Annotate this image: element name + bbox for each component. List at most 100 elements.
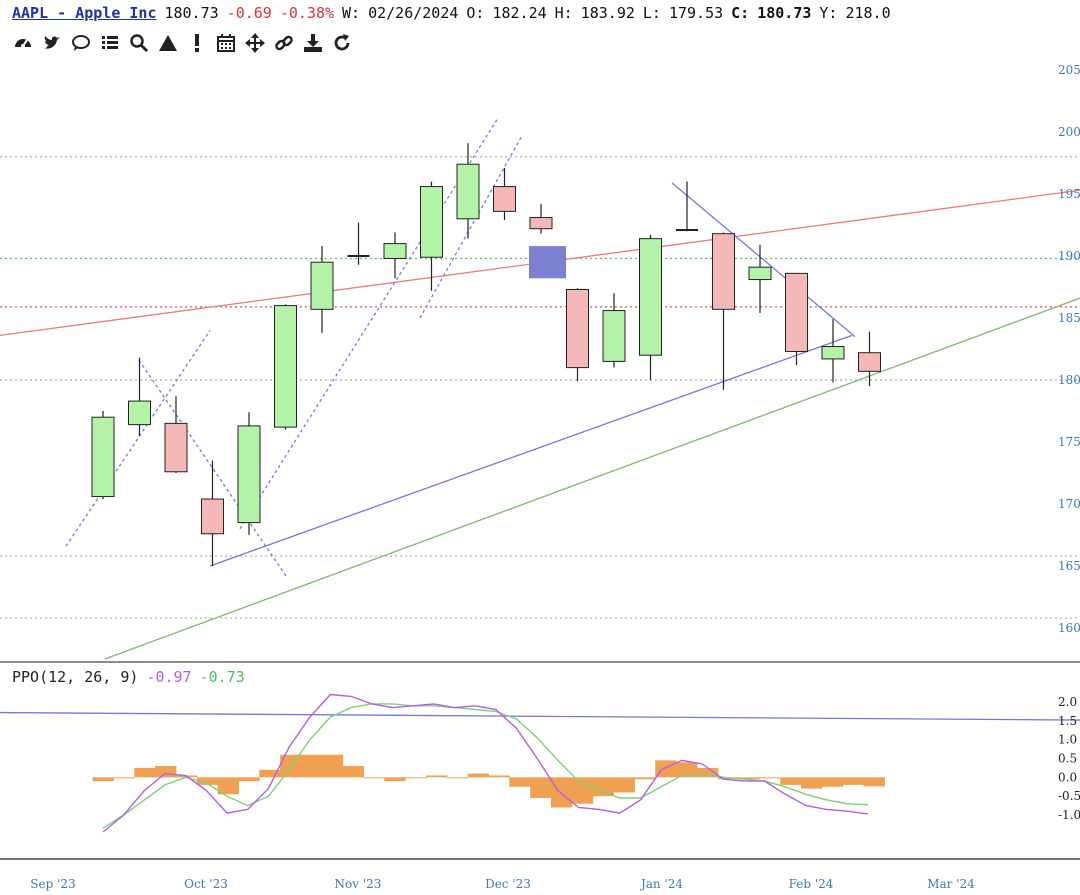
- candle-body: [529, 217, 553, 230]
- candle-body: [858, 352, 881, 372]
- histogram-bar: [155, 766, 177, 778]
- price-tick-label: 185: [1058, 311, 1080, 325]
- candle-body: [602, 310, 626, 362]
- calendar-icon[interactable]: [215, 32, 237, 54]
- dashboard-icon[interactable]: [12, 32, 34, 54]
- price-tick-label: 160: [1058, 621, 1080, 635]
- year-label: Y:: [819, 4, 838, 22]
- candle[interactable]: [420, 181, 443, 291]
- candle[interactable]: [493, 167, 516, 221]
- histogram-bar: [842, 777, 865, 785]
- time-tick-label: Nov '23: [335, 877, 382, 891]
- histogram-bar: [259, 769, 281, 778]
- histogram-bar: [321, 754, 344, 778]
- ppo-tick-label: 2.0: [1058, 695, 1077, 709]
- candle-body: [201, 498, 224, 535]
- candle[interactable]: [821, 319, 845, 383]
- histogram-bar: [425, 775, 448, 778]
- candle[interactable]: [274, 304, 297, 430]
- candle[interactable]: [456, 143, 480, 239]
- candle[interactable]: [858, 331, 881, 387]
- histogram-bar: [113, 777, 135, 779]
- candle-body: [456, 163, 480, 220]
- triangle-icon[interactable]: [157, 32, 179, 54]
- comment-icon[interactable]: [70, 32, 92, 54]
- candle-body: [785, 272, 808, 352]
- ppo-tick-label: -0.5: [1058, 789, 1080, 803]
- histogram-bar: [238, 777, 260, 782]
- candle-body: [748, 266, 772, 281]
- dotted-channel-left[interactable]: [65, 330, 211, 547]
- histogram-bar: [759, 777, 781, 779]
- candle[interactable]: [639, 234, 662, 380]
- histogram-bar: [342, 766, 364, 778]
- candle-body: [237, 425, 261, 524]
- candle[interactable]: [164, 396, 188, 473]
- candle[interactable]: [237, 412, 261, 535]
- candle[interactable]: [785, 272, 808, 366]
- candle-body: [164, 422, 188, 473]
- candle[interactable]: [347, 222, 370, 265]
- close-value: 180.73: [757, 4, 812, 22]
- dotted-channel-cross[interactable]: [138, 359, 287, 577]
- histogram-bar: [738, 777, 760, 780]
- candle[interactable]: [529, 203, 553, 234]
- price-tick-label: 200: [1058, 125, 1080, 139]
- blue-trendline-lower[interactable]: [209, 334, 853, 567]
- download-icon[interactable]: [302, 32, 324, 54]
- histogram-bar: [488, 775, 510, 778]
- open-value: 182.24: [492, 4, 547, 22]
- ppo-tick-label: 0.0: [1058, 770, 1077, 784]
- histogram-bar: [300, 754, 323, 778]
- high-value: 183.92: [580, 4, 635, 22]
- candle[interactable]: [602, 293, 626, 368]
- price-tick-label: 180: [1058, 373, 1080, 387]
- ppo-trendline[interactable]: [0, 711, 1080, 721]
- green-trendline[interactable]: [104, 297, 1080, 660]
- move-icon[interactable]: [244, 32, 266, 54]
- price-tick-label: 175: [1058, 435, 1080, 449]
- histogram-bar: [467, 773, 489, 778]
- close-label: C:: [731, 4, 750, 22]
- highlight-box[interactable]: [529, 246, 566, 279]
- alert-icon[interactable]: [186, 32, 208, 54]
- candle-body: [91, 416, 115, 498]
- histogram-bar: [405, 777, 427, 779]
- histogram-bar: [821, 777, 844, 787]
- candle[interactable]: [91, 411, 115, 500]
- low-value: 179.53: [668, 4, 724, 22]
- twitter-icon[interactable]: [41, 32, 63, 54]
- refresh-icon[interactable]: [331, 32, 353, 54]
- ppo-value: -0.97: [146, 668, 192, 686]
- candle[interactable]: [201, 460, 224, 566]
- histogram-bar: [196, 777, 219, 785]
- high-label: H:: [554, 4, 573, 22]
- histogram-bar: [446, 777, 469, 779]
- blue-trendline-upper[interactable]: [671, 182, 856, 338]
- histogram-bar: [676, 762, 698, 778]
- time-tick-label: Mar '24: [927, 877, 975, 891]
- histogram-bar: [592, 777, 615, 797]
- chart-toolbar: [12, 32, 353, 54]
- candle[interactable]: [566, 288, 589, 382]
- symbol-link[interactable]: AAPL - Apple Inc: [12, 4, 157, 22]
- histogram-bar: [863, 777, 885, 787]
- list-icon[interactable]: [99, 32, 121, 54]
- dotted-channel-upper[interactable]: [239, 119, 498, 530]
- period-label: W:: [342, 4, 361, 22]
- search-icon[interactable]: [128, 32, 150, 54]
- histogram-bar: [634, 777, 656, 780]
- time-tick-label: Sep '23: [30, 877, 75, 891]
- ppo-title: PPO(12, 26, 9): [12, 668, 139, 686]
- link-icon[interactable]: [273, 32, 295, 54]
- candle[interactable]: [676, 181, 698, 232]
- candle[interactable]: [383, 232, 407, 279]
- candle[interactable]: [748, 244, 772, 314]
- dotted-channel-lower[interactable]: [419, 135, 523, 319]
- candle[interactable]: [128, 357, 151, 436]
- candle[interactable]: [712, 232, 735, 390]
- histogram-bar: [384, 777, 406, 782]
- candle[interactable]: [310, 246, 334, 333]
- price-tick-label: 205: [1058, 63, 1080, 77]
